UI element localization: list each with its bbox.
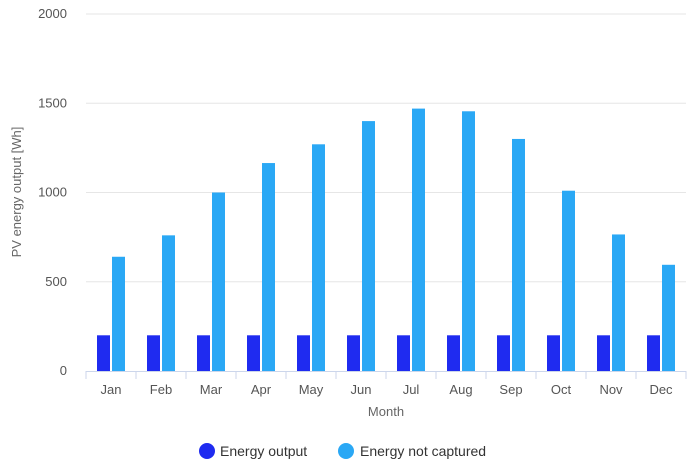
x-tick-label: Mar — [200, 382, 223, 397]
bar-aug-energy-output[interactable] — [447, 335, 460, 371]
x-tick-label: Jun — [351, 382, 372, 397]
y-tick-label: 2000 — [38, 6, 67, 21]
bar-apr-energy-output[interactable] — [247, 335, 260, 371]
bar-oct-energy-output[interactable] — [547, 335, 560, 371]
y-axis-title: PV energy output [Wh] — [9, 127, 24, 258]
bar-sep-energy-output[interactable] — [497, 335, 510, 371]
legend-swatch-energy-not-captured — [338, 443, 354, 459]
x-tick-label: Aug — [449, 382, 472, 397]
y-tick-label: 500 — [45, 274, 67, 289]
y-tick-label: 0 — [60, 363, 67, 378]
legend-item-energy-not-captured[interactable]: Energy not captured — [338, 443, 486, 459]
x-tick-label: Oct — [551, 382, 572, 397]
legend-item-energy-output[interactable]: Energy output — [199, 443, 307, 459]
bar-feb-energy-output[interactable] — [147, 335, 160, 371]
bar-nov-energy-not-captured[interactable] — [612, 234, 625, 371]
bar-dec-energy-not-captured[interactable] — [662, 264, 675, 371]
bars — [97, 108, 675, 372]
bar-mar-energy-not-captured[interactable] — [212, 192, 225, 372]
bar-aug-energy-not-captured[interactable] — [462, 111, 475, 371]
x-tick-label: Nov — [599, 382, 623, 397]
bar-may-energy-not-captured[interactable] — [312, 144, 325, 371]
legend: Energy output Energy not captured — [199, 443, 486, 459]
bar-jan-energy-not-captured[interactable] — [112, 256, 125, 371]
axes: 0 500 1000 1500 2000 Jan Feb Mar Apr May Jun Jul Aug… — [38, 6, 687, 397]
bar-jul-energy-not-captured[interactable] — [412, 108, 425, 371]
bar-jul-energy-output[interactable] — [397, 335, 410, 371]
bar-feb-energy-not-captured[interactable] — [162, 235, 175, 371]
legend-swatch-energy-output — [199, 443, 215, 459]
bar-dec-energy-output[interactable] — [647, 335, 660, 371]
gridlines — [86, 13, 686, 283]
bar-jun-energy-not-captured[interactable] — [362, 121, 375, 371]
bar-jun-energy-output[interactable] — [347, 335, 360, 371]
legend-label-energy-output: Energy output — [220, 443, 307, 459]
x-tick-label: Sep — [499, 382, 522, 397]
bar-may-energy-output[interactable] — [297, 335, 310, 371]
x-tick-label: Feb — [150, 382, 172, 397]
x-tick-label: Apr — [251, 382, 272, 397]
bar-nov-energy-output[interactable] — [597, 335, 610, 371]
legend-label-energy-not-captured: Energy not captured — [360, 443, 486, 459]
x-tick-label: Jan — [101, 382, 122, 397]
x-axis-title: Month — [368, 404, 404, 419]
bar-sep-energy-not-captured[interactable] — [512, 138, 525, 371]
x-tick-label: Jul — [403, 382, 420, 397]
x-tick-label: May — [299, 382, 324, 397]
x-tick-label: Dec — [649, 382, 673, 397]
bar-apr-energy-not-captured[interactable] — [262, 163, 275, 371]
y-tick-label: 1000 — [38, 185, 67, 200]
bar-mar-energy-output[interactable] — [197, 335, 210, 371]
bar-jan-energy-output[interactable] — [97, 335, 110, 371]
y-tick-label: 1500 — [38, 95, 67, 110]
bar-oct-energy-not-captured[interactable] — [562, 190, 575, 371]
